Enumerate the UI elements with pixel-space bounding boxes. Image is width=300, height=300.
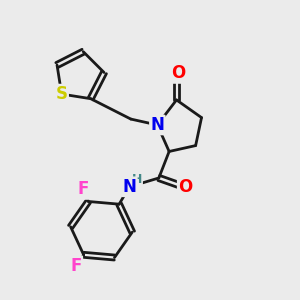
Text: O: O [178,178,193,196]
Text: H: H [132,173,142,186]
Text: N: N [150,116,164,134]
Text: O: O [171,64,185,82]
Text: F: F [70,257,82,275]
Text: F: F [77,181,88,199]
Text: S: S [56,85,68,103]
Text: N: N [122,178,136,196]
